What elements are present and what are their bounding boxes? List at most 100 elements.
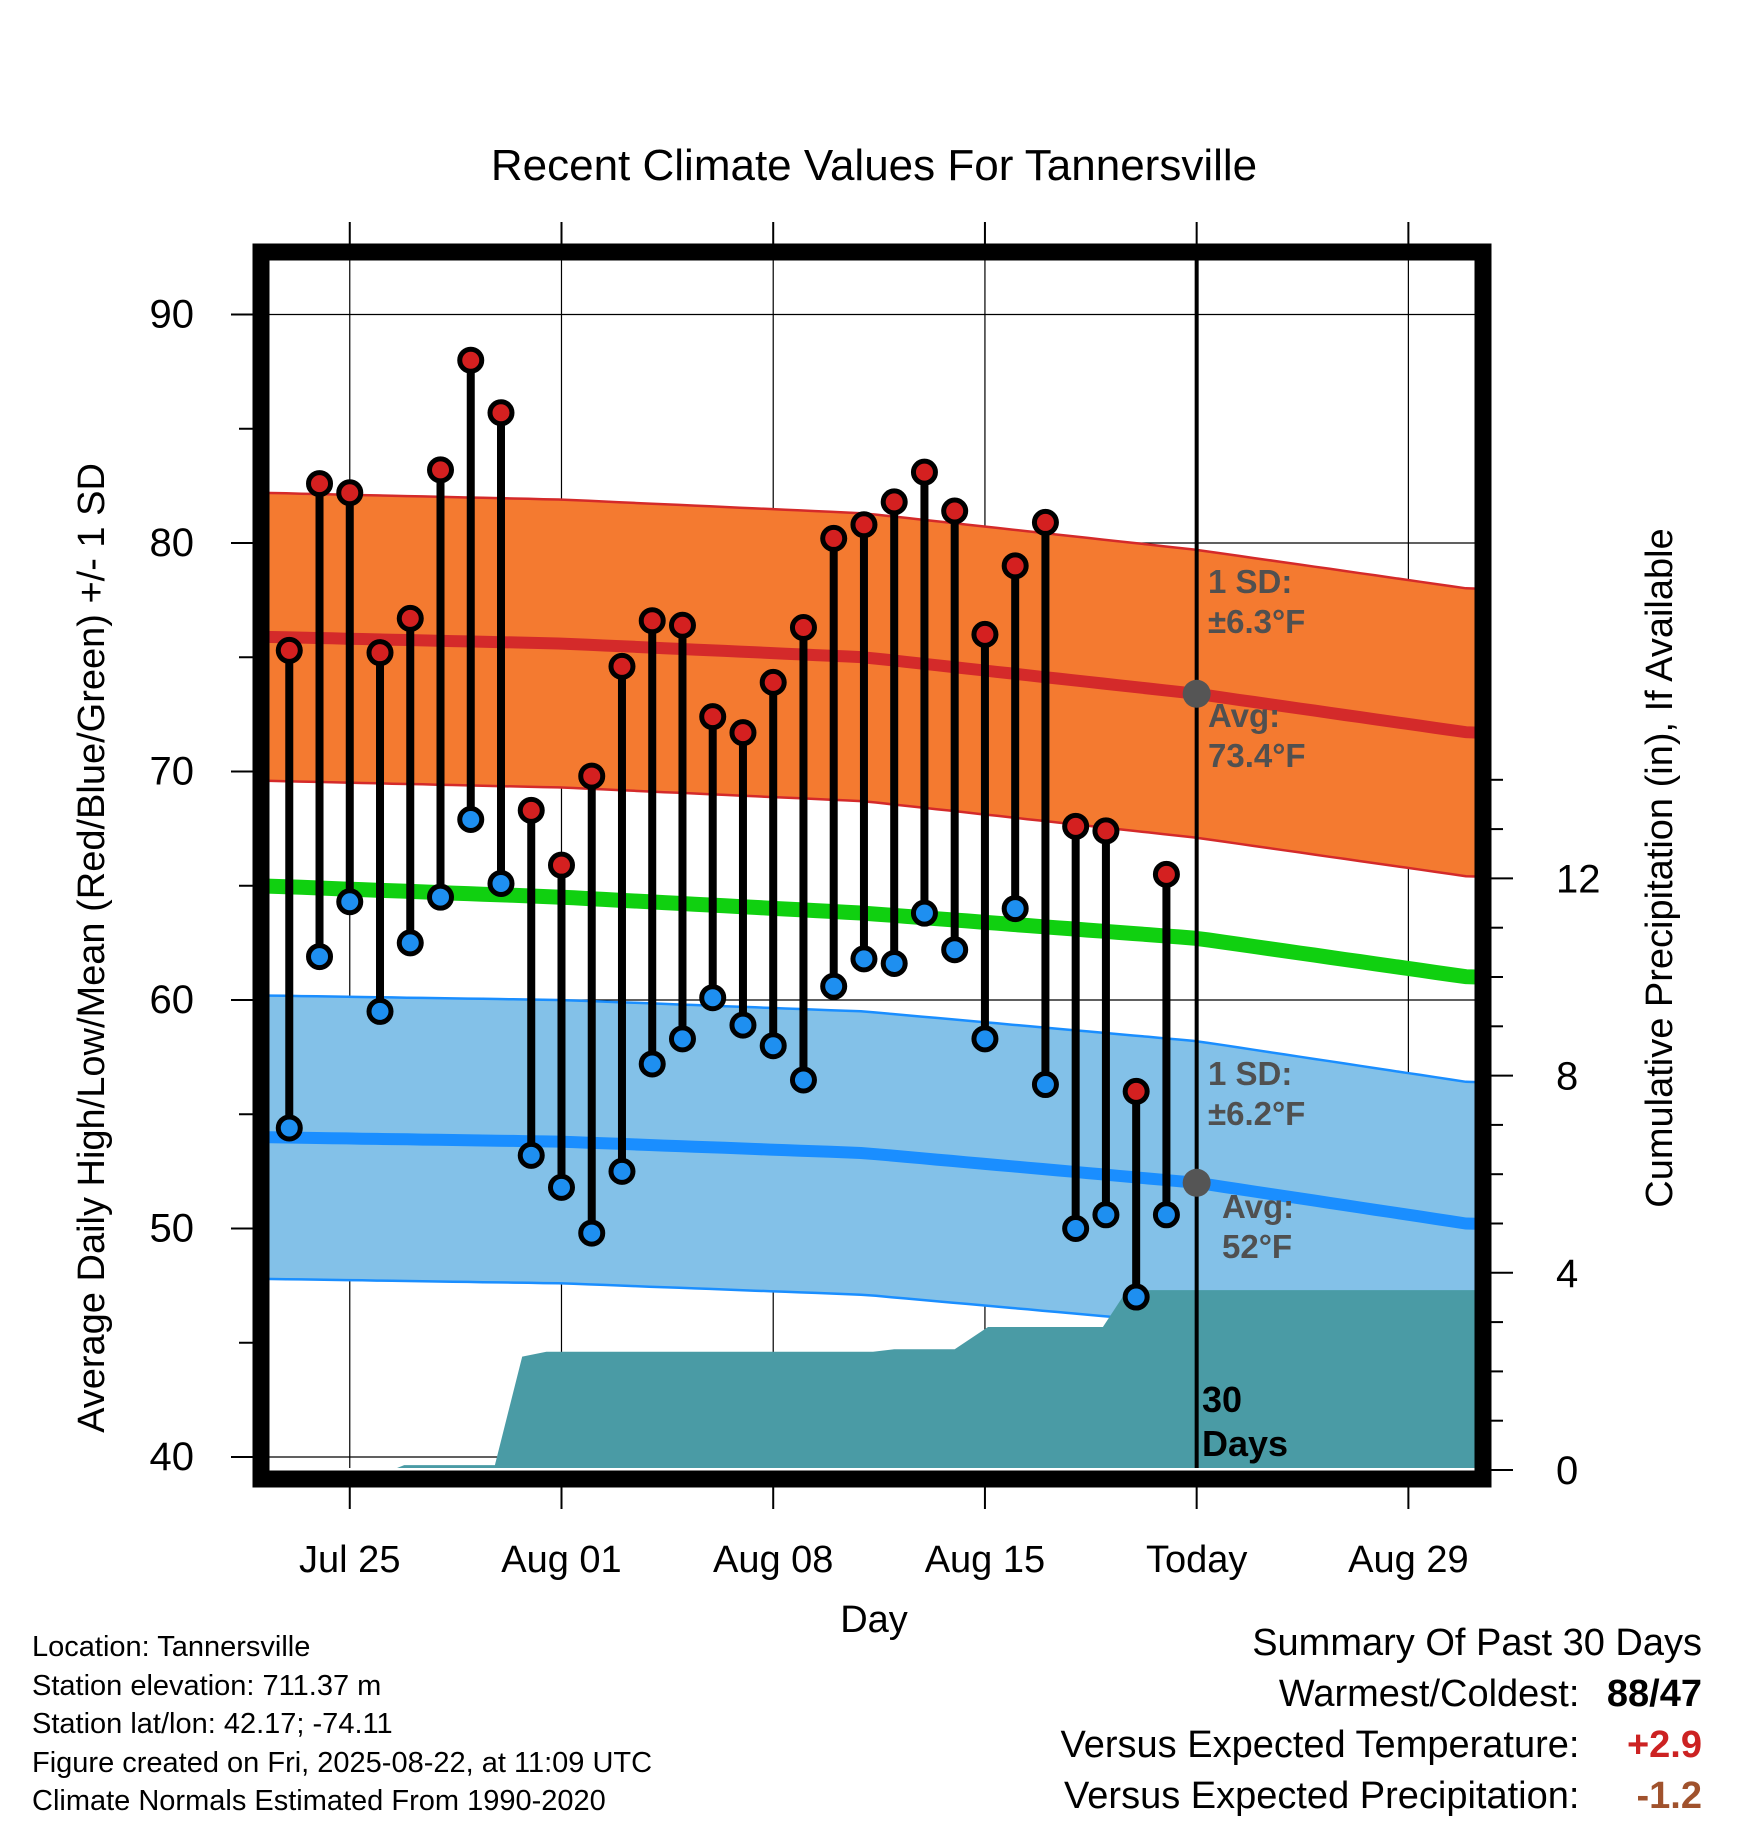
daily-low-point xyxy=(1152,1201,1180,1229)
daily-high-point xyxy=(1031,508,1059,536)
daily-high-point xyxy=(608,652,636,680)
normal-low-line xyxy=(256,1131,1482,1230)
daily-high-point xyxy=(275,636,303,664)
daily-high-point xyxy=(1001,552,1029,580)
daily-low-point xyxy=(608,1157,636,1185)
daily-high-point xyxy=(336,479,364,507)
daily-low-point xyxy=(971,1025,999,1053)
low-normal-band-upper-edge xyxy=(256,994,1482,1084)
daily-low-point xyxy=(941,936,969,964)
daily-high-point xyxy=(910,458,938,486)
temp-anomaly-value: +2.9 xyxy=(1626,1724,1702,1766)
today-days-label-line: 30 xyxy=(1202,1379,1242,1420)
daily-high-point xyxy=(427,456,455,484)
daily-low-point xyxy=(1001,895,1029,923)
daily-low-point xyxy=(1031,1071,1059,1099)
high-normal-band-lower-edge xyxy=(256,779,1482,878)
daily-low-point xyxy=(275,1114,303,1142)
high-avg-annotation-line: 73.4°F xyxy=(1208,737,1306,774)
y-axis-label-left: Average Daily High/Low/Mean (Red/Blue/Gr… xyxy=(71,463,113,1433)
y-right-tick-label: 8 xyxy=(1556,1055,1578,1099)
summary-heading: Summary Of Past 30 Days xyxy=(1252,1622,1702,1664)
x-tick-label: Today xyxy=(1146,1539,1247,1581)
daily-high-point xyxy=(789,614,817,642)
y-left-tick-label: 80 xyxy=(150,521,195,565)
daily-high-point xyxy=(1062,812,1090,840)
daily-low-point xyxy=(910,899,938,927)
x-tick-label: Jul 25 xyxy=(299,1539,400,1581)
high-normal-band xyxy=(256,492,1481,877)
daily-low-point xyxy=(396,929,424,957)
today-low-avg-marker xyxy=(1182,1168,1211,1197)
daily-low-point xyxy=(699,984,727,1012)
plot-frame xyxy=(252,243,1492,1488)
daily-low-point xyxy=(1122,1283,1150,1311)
warmest-coldest-label: Warmest/Coldest: xyxy=(1278,1673,1580,1715)
daily-high-point xyxy=(578,762,606,790)
y-left-tick-label: 60 xyxy=(150,978,195,1022)
daily-low-point xyxy=(668,1025,696,1053)
y-left-tick-label: 50 xyxy=(150,1207,195,1251)
today-days-label: 30 Days xyxy=(1202,1379,1288,1464)
x-tick-label: Aug 29 xyxy=(1348,1539,1468,1581)
plot-area: 1 SD: ±6.3°F Avg: 73.4°F 1 SD: ±6.2°F Avg: 52°F… xyxy=(256,247,1484,1468)
location-text: Location: Tannersville xyxy=(32,1631,311,1663)
daily-low-point xyxy=(1092,1201,1120,1229)
daily-high-point xyxy=(487,399,515,427)
normals-text: Climate Normals Estimated From 1990-2020 xyxy=(32,1785,606,1817)
created-text: Figure created on Fri, 2025-08-22, at 11… xyxy=(32,1746,653,1779)
high-sd-annotation-line: ±6.3°F xyxy=(1208,603,1305,640)
x-axis-label: Day xyxy=(840,1599,908,1641)
daily-low-point xyxy=(487,869,515,897)
today-high-avg-marker xyxy=(1182,679,1211,708)
summary-panel: Summary Of Past 30 Days Warmest/Coldest:… xyxy=(1061,1618,1702,1822)
daily-high-point xyxy=(1152,860,1180,888)
daily-low-point xyxy=(427,883,455,911)
daily-high-point xyxy=(1092,817,1120,845)
daily-low-point xyxy=(547,1173,575,1201)
precip-anomaly-value: -1.2 xyxy=(1636,1775,1702,1817)
high-sd-annotation-line: 1 SD: xyxy=(1208,563,1292,600)
daily-low-point xyxy=(759,1032,787,1060)
daily-high-point xyxy=(396,604,424,632)
station-info: Location: Tannersville Station elevation… xyxy=(32,1628,652,1821)
daily-high-point xyxy=(306,470,334,498)
latlon-text: Station lat/lon: 42.17; -74.11 xyxy=(32,1708,393,1740)
low-sd-annotation-line: ±6.2°F xyxy=(1208,1095,1305,1132)
elevation-text: Station elevation: 711.37 m xyxy=(32,1669,382,1702)
daily-low-point xyxy=(880,949,908,977)
daily-high-point xyxy=(759,668,787,696)
daily-low-point xyxy=(789,1066,817,1094)
daily-high-point xyxy=(638,607,666,635)
daily-high-point xyxy=(850,511,878,539)
daily-high-point xyxy=(1122,1077,1150,1105)
daily-low-point xyxy=(457,805,485,833)
low-avg-annotation: Avg: 52°F xyxy=(1222,1188,1294,1265)
precip-area xyxy=(397,1290,1484,1468)
precip-anomaly-label: Versus Expected Precipitation: xyxy=(1064,1775,1580,1817)
daily-high-point xyxy=(971,620,999,648)
daily-high-point xyxy=(699,703,727,731)
temp-anomaly-label: Versus Expected Temperature: xyxy=(1060,1724,1580,1766)
daily-low-point xyxy=(517,1141,545,1169)
low-avg-annotation-line: 52°F xyxy=(1222,1228,1292,1265)
high-avg-annotation: Avg: 73.4°F xyxy=(1208,697,1306,774)
daily-high-point xyxy=(366,639,394,667)
daily-low-point xyxy=(1062,1215,1090,1242)
low-sd-annotation: 1 SD: ±6.2°F xyxy=(1208,1055,1305,1132)
today-days-label-line: Days xyxy=(1202,1423,1288,1464)
x-tick-label: Aug 08 xyxy=(713,1539,833,1581)
daily-high-point xyxy=(941,497,969,525)
warmest-coldest-value: 88/47 xyxy=(1606,1673,1702,1715)
daily-low-point xyxy=(366,997,394,1025)
chart-title: Recent Climate Values For Tannersville xyxy=(491,141,1257,190)
daily-high-point xyxy=(668,611,696,639)
normal-mean-line xyxy=(256,878,1482,985)
y-left-tick-label: 70 xyxy=(150,750,195,794)
y-right-tick-label: 0 xyxy=(1556,1449,1578,1493)
daily-low-point xyxy=(306,943,334,971)
daily-low-point xyxy=(638,1050,666,1078)
y-right-tick-label: 12 xyxy=(1556,857,1601,901)
daily-low-point xyxy=(820,972,848,1000)
